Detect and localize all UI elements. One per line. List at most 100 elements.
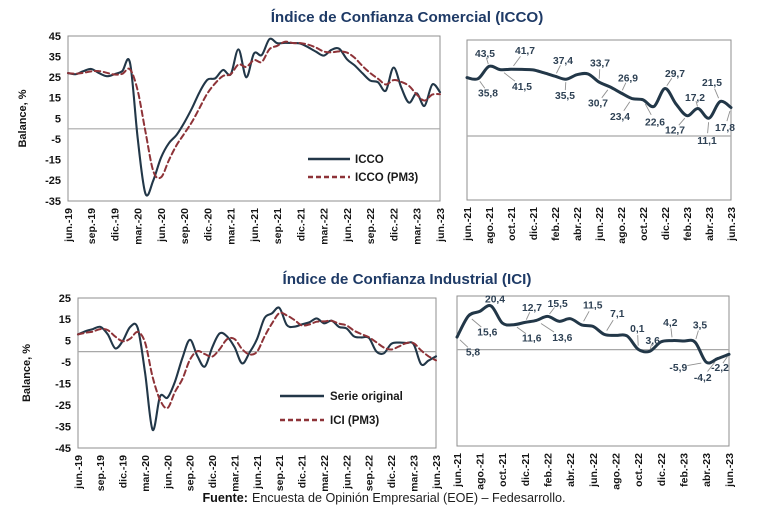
series-line-icco (465, 64, 733, 120)
source-label: Fuente: (202, 491, 248, 505)
x-tick-label: sep.-21 (272, 208, 284, 244)
x-tick-label: dic.-20 (207, 455, 219, 488)
ici-monthly-detail-chart: jun.-21 ago.-21 oct.-21 dic.-21 feb.-22 abr.-… (452, 295, 736, 490)
label-leader-line (459, 339, 469, 348)
x-tick-label: dic.-21 (297, 455, 309, 488)
label-leader-line (722, 356, 728, 364)
x-tick-label: abr.-23 (701, 453, 713, 487)
y-axis-title: Balance, % (21, 344, 33, 402)
point-label: 12,7 (665, 125, 685, 136)
point-label: 11,6 (522, 333, 542, 344)
point-label: 11,1 (697, 136, 717, 147)
x-tick-label: ago.-21 (475, 453, 487, 490)
label-leader-line (678, 117, 686, 126)
x-tick-label: ago.-22 (611, 453, 623, 490)
y-tick-label: 5 (55, 113, 61, 125)
point-label: 23,4 (610, 112, 630, 123)
x-tick-label: mar.-22 (319, 455, 331, 492)
x-tick-label: abr.-23 (704, 207, 716, 241)
point-label: 35,5 (555, 91, 575, 102)
plot-border (77, 297, 437, 449)
point-label: 41,5 (512, 82, 532, 93)
x-tick-label: jun.-21 (249, 208, 261, 243)
label-leader-line (549, 307, 555, 315)
x-tick-label: dic.-22 (656, 453, 668, 486)
point-label: 37,4 (553, 56, 573, 67)
y-tick-label: -15 (55, 379, 71, 391)
series-line-serie-original (455, 304, 731, 365)
point-label: 43,5 (475, 49, 495, 60)
x-tick-label: jun.-21 (452, 453, 464, 488)
label-leader-line (606, 319, 614, 331)
icco-long-series-chart: 45 35 25 15 5 -5 -15 -25 -35 Balance, % jun.-19 sep… (17, 31, 447, 245)
label-leader-line (485, 57, 489, 65)
x-tick-label: dic.-21 (295, 208, 307, 241)
x-tick-label: dic.-21 (520, 453, 532, 486)
x-tick-label: feb.-22 (543, 453, 555, 487)
label-leader-line (666, 78, 673, 87)
point-label: 12,7 (522, 303, 542, 314)
point-label: -2,2 (711, 363, 729, 374)
x-tick-label: dic.-22 (388, 208, 400, 241)
x-tick-label: sep.-22 (365, 208, 377, 244)
x-tick-label: mar.-20 (133, 208, 145, 245)
point-label: 30,7 (588, 99, 608, 110)
point-label: 41,7 (515, 46, 535, 57)
x-tick-label: jun.-22 (588, 453, 600, 488)
legend-label: ICCO (PM3) (355, 172, 418, 184)
y-tick-label: -5 (51, 134, 61, 146)
label-leader-line (513, 56, 521, 67)
x-tick-label: jun.-19 (73, 455, 85, 490)
label-leader-line (564, 82, 567, 91)
label-leader-line (583, 311, 590, 322)
plot-border (466, 39, 732, 201)
x-tick-label: dic.-20 (202, 208, 214, 241)
label-leader-line (726, 110, 731, 122)
x-tick-label: oct.-22 (633, 453, 645, 487)
source-note: Fuente: Encuesta de Opinión Empresarial (… (0, 491, 768, 505)
x-tick-label: sep.-20 (179, 208, 191, 244)
x-tick-label: dic.-19 (118, 455, 130, 488)
label-leader-line (601, 89, 609, 99)
label-leader-line (471, 318, 482, 328)
label-leader-line (649, 343, 653, 350)
label-leader-line (670, 328, 673, 338)
ici-long-series-chart: 25 15 5 -5 -15 -25 -35 -45 Balance, % jun.-19 sep.… (21, 293, 443, 492)
x-tick-label: ago.-22 (616, 207, 628, 244)
point-label: -5,9 (669, 363, 687, 374)
point-label: -4,2 (694, 373, 712, 384)
x-tick-label: jun.-21 (252, 455, 264, 490)
series-line-ici-pm3- (77, 311, 437, 410)
label-leader-line (695, 330, 699, 340)
y-tick-label: -25 (55, 400, 71, 412)
point-label: 35,8 (478, 88, 498, 99)
label-leader-line (644, 103, 652, 116)
x-tick-label: abr.-22 (565, 453, 577, 487)
y-tick-label: 15 (59, 314, 71, 326)
x-tick-label: mar.-20 (140, 455, 152, 492)
x-tick-label: mar.-21 (229, 455, 241, 492)
x-tick-label: sep.-19 (86, 208, 98, 244)
point-label: 15,5 (548, 299, 568, 310)
point-label: 5,8 (466, 348, 481, 359)
x-tick-label: oct.-21 (506, 207, 518, 241)
point-label: 17,2 (685, 93, 705, 104)
y-tick-label: 25 (59, 293, 71, 305)
y-tick-label: -25 (45, 175, 61, 187)
icco-monthly-detail-chart: jun.-21 ago.-21 oct.-21 dic.-21 feb.-22 abr.-… (462, 39, 738, 244)
legend-label: ICCO (355, 154, 384, 166)
series-line-serie-original (76, 306, 438, 431)
point-label: 3,5 (693, 321, 708, 332)
point-label: 11,5 (583, 301, 603, 312)
x-tick-label: jun.-22 (594, 207, 606, 242)
x-tick-label: dic.-21 (528, 207, 540, 240)
point-label: 17,8 (715, 123, 735, 134)
x-tick-label: mar.-22 (319, 208, 331, 245)
label-leader-line (621, 82, 627, 91)
source-text: Encuesta de Opinión Empresarial (EOE) – … (251, 491, 566, 505)
ici-panel-title: Índice de Confianza Industrial (ICI) (282, 271, 532, 288)
x-tick-label: jun.-23 (726, 207, 738, 242)
y-tick-label: 5 (65, 336, 71, 348)
x-tick-label: jun.-23 (435, 208, 447, 243)
